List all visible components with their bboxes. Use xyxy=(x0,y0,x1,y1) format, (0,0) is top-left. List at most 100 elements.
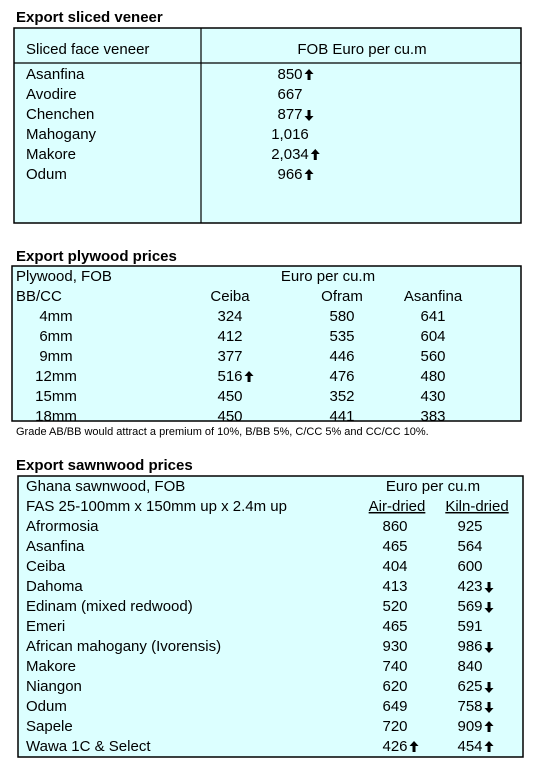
trend-arrow-down xyxy=(484,582,494,593)
veneer-table xyxy=(13,27,522,224)
price: 667 xyxy=(277,86,302,103)
note: Grade AB/BB would attract a premium of 1… xyxy=(16,426,429,438)
table-header: Euro per cu.m xyxy=(281,268,375,285)
species: African mahogany (Ivorensis) xyxy=(26,638,221,655)
column-header: Air-dried xyxy=(369,498,426,515)
column-header: Ofram xyxy=(321,288,363,305)
species: Asanfina xyxy=(26,538,85,555)
table-header: Ghana sawnwood, FOB xyxy=(26,478,185,495)
table-header: FAS 25-100mm x 150mm up x 2.4m up xyxy=(26,498,287,515)
price: 649 xyxy=(382,698,407,715)
trend-arrow-up xyxy=(304,169,314,180)
price: 441 xyxy=(329,408,354,425)
price: 430 xyxy=(420,388,445,405)
species: Makore xyxy=(26,146,76,163)
price: 450 xyxy=(217,408,242,425)
thickness: 4mm xyxy=(39,308,72,325)
price: 480 xyxy=(420,368,445,385)
thickness: 9mm xyxy=(39,348,72,365)
trend-arrow-up xyxy=(484,741,494,752)
price: 404 xyxy=(382,558,407,575)
price: 450 xyxy=(217,388,242,405)
column-header: Ceiba xyxy=(210,288,250,305)
table-header: Euro per cu.m xyxy=(386,478,480,495)
thickness: 18mm xyxy=(35,408,77,425)
price: 860 xyxy=(382,518,407,535)
price: 604 xyxy=(420,328,445,345)
species: Chenchen xyxy=(26,106,94,123)
price: 560 xyxy=(420,348,445,365)
price: 564 xyxy=(457,538,482,555)
species: Odum xyxy=(26,166,67,183)
trend-arrow-down xyxy=(484,642,494,653)
price: 412 xyxy=(217,328,242,345)
trend-arrow-down xyxy=(484,682,494,693)
price: 591 xyxy=(457,618,482,635)
trend-arrow-up xyxy=(244,371,254,382)
section-title: Export plywood prices xyxy=(16,248,177,265)
species: Emeri xyxy=(26,618,65,635)
price: 600 xyxy=(457,558,482,575)
price: 535 xyxy=(329,328,354,345)
species: Ceiba xyxy=(26,558,66,575)
column-header: Sliced face veneer xyxy=(26,41,149,58)
trend-arrow-up xyxy=(304,69,314,80)
species: Avodire xyxy=(26,86,77,103)
price: 620 xyxy=(382,678,407,695)
trend-arrow-up xyxy=(484,721,494,732)
price: 454 xyxy=(457,738,482,755)
price: 569 xyxy=(457,598,482,615)
price: 476 xyxy=(329,368,354,385)
column-header: Kiln-dried xyxy=(445,498,508,515)
thickness: 12mm xyxy=(35,368,77,385)
price: 580 xyxy=(329,308,354,325)
price: 1,016 xyxy=(271,126,309,143)
column-header: Asanfina xyxy=(404,288,463,305)
column-header: FOB Euro per cu.m xyxy=(297,41,426,58)
trend-arrow-up xyxy=(409,741,419,752)
species: Edinam (mixed redwood) xyxy=(26,598,193,615)
trend-arrow-down xyxy=(484,602,494,613)
price: 877 xyxy=(277,106,302,123)
price: 625 xyxy=(457,678,482,695)
species: Makore xyxy=(26,658,76,675)
species: Sapele xyxy=(26,718,73,735)
price: 520 xyxy=(382,598,407,615)
price: 426 xyxy=(382,738,407,755)
thickness: 6mm xyxy=(39,328,72,345)
price: 516 xyxy=(217,368,242,385)
trend-arrow-up xyxy=(310,149,320,160)
column-header: BB/CC xyxy=(16,288,62,305)
price: 324 xyxy=(217,308,242,325)
species: Wawa 1C & Select xyxy=(26,738,151,755)
trend-arrow-down xyxy=(484,702,494,713)
price: 465 xyxy=(382,538,407,555)
price: 840 xyxy=(457,658,482,675)
price: 986 xyxy=(457,638,482,655)
species: Niangon xyxy=(26,678,82,695)
price: 2,034 xyxy=(271,146,309,163)
price: 423 xyxy=(457,578,482,595)
price: 383 xyxy=(420,408,445,425)
price: 930 xyxy=(382,638,407,655)
section-title: Export sliced veneer xyxy=(16,9,163,26)
price: 925 xyxy=(457,518,482,535)
species: Odum xyxy=(26,698,67,715)
plywood-table xyxy=(11,265,522,422)
price: 446 xyxy=(329,348,354,365)
price: 740 xyxy=(382,658,407,675)
price: 465 xyxy=(382,618,407,635)
price: 909 xyxy=(457,718,482,735)
species: Dahoma xyxy=(26,578,83,595)
price: 413 xyxy=(382,578,407,595)
species: Asanfina xyxy=(26,66,85,83)
price: 352 xyxy=(329,388,354,405)
section-title: Export sawnwood prices xyxy=(16,457,193,474)
species: Mahogany xyxy=(26,126,97,143)
price: 850 xyxy=(277,66,302,83)
table-header: Plywood, FOB xyxy=(16,268,112,285)
price: 641 xyxy=(420,308,445,325)
price: 720 xyxy=(382,718,407,735)
